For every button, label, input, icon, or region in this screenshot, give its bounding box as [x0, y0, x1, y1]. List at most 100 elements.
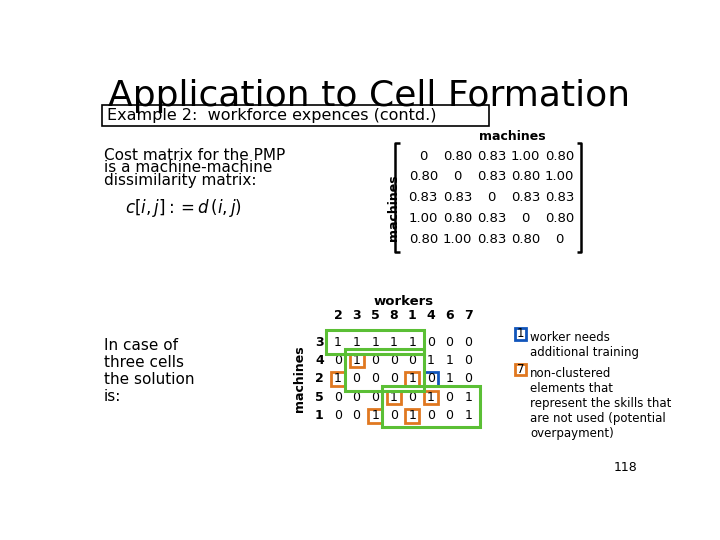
Text: 1.00: 1.00	[443, 233, 472, 246]
Text: 4: 4	[315, 354, 324, 367]
Bar	[515, 363, 526, 375]
Bar	[515, 328, 526, 340]
Bar	[331, 372, 345, 386]
Text: 0: 0	[334, 409, 342, 422]
Text: 1.00: 1.00	[545, 170, 575, 184]
Text: 0: 0	[555, 233, 564, 246]
Text: 0: 0	[334, 391, 342, 404]
Bar	[102, 105, 489, 126]
Text: 0: 0	[464, 373, 472, 386]
Text: three cells: three cells	[104, 355, 184, 370]
Text: 0: 0	[372, 354, 379, 367]
Text: 1: 1	[408, 335, 416, 348]
Text: dissimilarity matrix:: dissimilarity matrix:	[104, 173, 256, 187]
Text: 1: 1	[372, 335, 379, 348]
Text: 118: 118	[613, 462, 637, 475]
Text: 1: 1	[334, 335, 342, 348]
Text: 1: 1	[517, 327, 524, 340]
Bar	[345, 349, 424, 390]
Text: 1: 1	[390, 391, 397, 404]
Text: workers: workers	[373, 295, 433, 308]
Text: 6: 6	[445, 308, 454, 321]
Text: 0: 0	[390, 409, 397, 422]
Text: Cost matrix for the PMP: Cost matrix for the PMP	[104, 148, 285, 163]
Text: 1: 1	[408, 308, 417, 321]
Text: 0: 0	[446, 335, 454, 348]
Text: 5: 5	[371, 308, 379, 321]
Bar	[405, 409, 419, 423]
Text: 0: 0	[446, 409, 454, 422]
Text: 0: 0	[372, 391, 379, 404]
Text: 1: 1	[408, 409, 416, 422]
Text: 0.80: 0.80	[443, 150, 472, 163]
Text: 3: 3	[352, 308, 361, 321]
Bar	[382, 386, 480, 428]
Text: 1.00: 1.00	[408, 212, 438, 225]
Text: 7: 7	[517, 363, 524, 376]
Text: 0: 0	[521, 212, 530, 225]
Text: 0.83: 0.83	[408, 191, 438, 204]
Text: the solution: the solution	[104, 372, 194, 387]
Text: 0.83: 0.83	[477, 170, 506, 184]
Bar	[350, 354, 364, 367]
Text: 3: 3	[315, 335, 324, 348]
Text: 0: 0	[419, 150, 428, 163]
Text: 0.80: 0.80	[511, 170, 540, 184]
Text: 0: 0	[427, 373, 435, 386]
Text: 0.80: 0.80	[409, 170, 438, 184]
Text: machines: machines	[479, 130, 546, 143]
Text: 1: 1	[353, 354, 361, 367]
Text: non-clustered
elements that
represent the skills that
are not used (potential
ov: non-clustered elements that represent th…	[530, 367, 672, 440]
Text: 0: 0	[487, 191, 495, 204]
Text: 0: 0	[372, 373, 379, 386]
Text: 0: 0	[464, 354, 472, 367]
Text: 0: 0	[390, 354, 397, 367]
Text: 1: 1	[315, 409, 324, 422]
Text: 0.80: 0.80	[545, 150, 575, 163]
Text: 7: 7	[464, 308, 472, 321]
Text: 1: 1	[353, 335, 361, 348]
Text: 0: 0	[427, 409, 435, 422]
Text: 0: 0	[353, 409, 361, 422]
Text: 0.80: 0.80	[409, 233, 438, 246]
Text: 1: 1	[464, 391, 472, 404]
Text: 1: 1	[334, 373, 342, 386]
Text: 1: 1	[427, 354, 435, 367]
Bar	[326, 330, 424, 354]
Text: 0: 0	[334, 354, 342, 367]
Text: 0.83: 0.83	[477, 212, 506, 225]
Text: 0.80: 0.80	[443, 212, 472, 225]
Text: is:: is:	[104, 389, 122, 404]
Text: is a machine-machine: is a machine-machine	[104, 160, 272, 176]
Text: 0: 0	[464, 335, 472, 348]
Text: worker needs
additional training: worker needs additional training	[530, 331, 639, 359]
Text: 1: 1	[372, 409, 379, 422]
Text: 0: 0	[408, 354, 416, 367]
Text: 8: 8	[390, 308, 398, 321]
Text: 1: 1	[427, 391, 435, 404]
Text: 1.00: 1.00	[511, 150, 540, 163]
Bar	[405, 372, 419, 386]
Text: 0: 0	[408, 391, 416, 404]
Text: 0.83: 0.83	[477, 150, 506, 163]
Bar	[368, 409, 382, 423]
Text: 1: 1	[446, 354, 454, 367]
Text: 0: 0	[390, 373, 397, 386]
Text: 1: 1	[390, 335, 397, 348]
Text: 0: 0	[446, 391, 454, 404]
Text: 0.83: 0.83	[443, 191, 472, 204]
Text: machines: machines	[387, 174, 400, 240]
Text: 0.80: 0.80	[545, 212, 575, 225]
Text: 2: 2	[333, 308, 343, 321]
Text: 1: 1	[446, 373, 454, 386]
Text: $c[i, j] := d\,(i, j)$: $c[i, j] := d\,(i, j)$	[125, 197, 242, 219]
Text: 0: 0	[353, 373, 361, 386]
Bar	[424, 372, 438, 386]
Text: 0: 0	[427, 335, 435, 348]
Text: 1: 1	[464, 409, 472, 422]
Text: In case of: In case of	[104, 338, 178, 353]
Bar	[424, 390, 438, 404]
Text: 0.83: 0.83	[511, 191, 540, 204]
Text: machines: machines	[293, 346, 306, 412]
Text: 4: 4	[427, 308, 436, 321]
